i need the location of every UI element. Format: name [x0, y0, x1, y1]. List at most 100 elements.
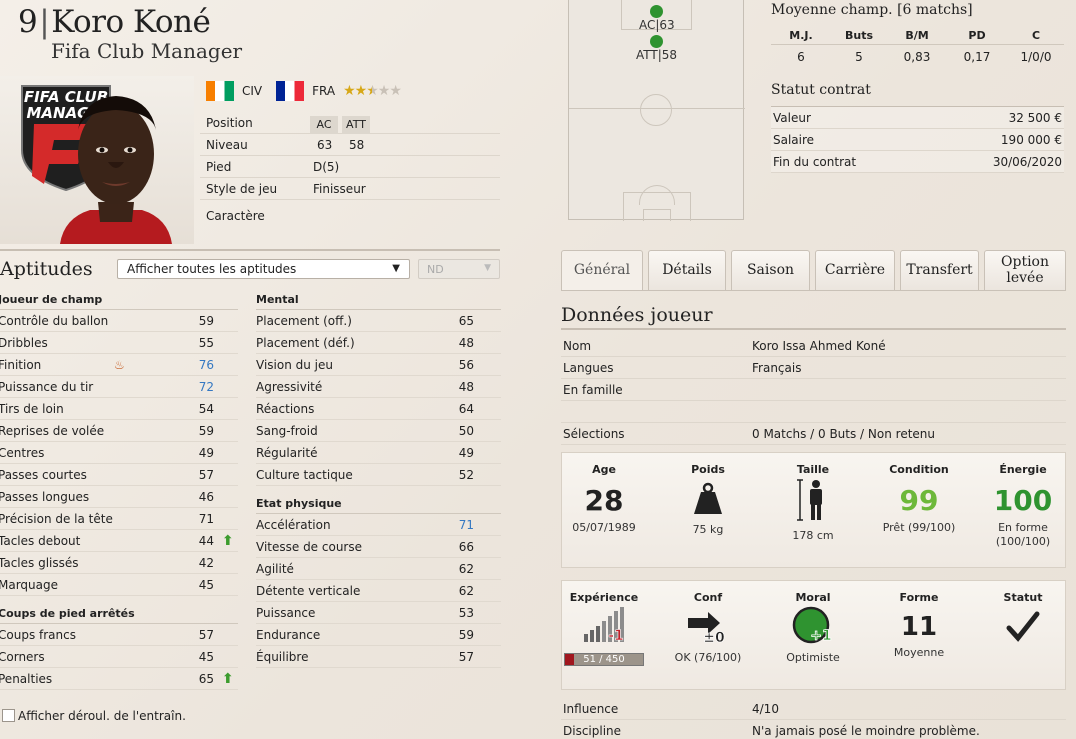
- experience-bars-icon: -1: [584, 607, 624, 644]
- aptitude-row: Passes courtes 57: [0, 464, 238, 486]
- aptitude-row: Tirs de loin 54: [0, 398, 238, 420]
- data-row: Langues Français: [561, 357, 1066, 379]
- category-mental: Mental: [256, 292, 501, 310]
- secondary-select[interactable]: ND ▼: [418, 259, 500, 279]
- aptitude-value: 76: [198, 358, 214, 372]
- svg-text:+1: +1: [810, 628, 831, 644]
- trainer-checkbox[interactable]: [2, 709, 15, 722]
- aptitude-value: 59: [198, 314, 214, 328]
- data-row: Nom Koro Issa Ahmed Koné: [561, 335, 1066, 357]
- tab-option[interactable]: Option levée: [984, 250, 1066, 290]
- position-badge[interactable]: AC: [310, 116, 338, 134]
- tab-bar: Général Détails Saison Carrière Transfer…: [561, 250, 1066, 291]
- aptitude-row: Contrôle du ballon 59: [0, 310, 238, 332]
- form-stat: Forme 11 Moyenne: [869, 581, 969, 659]
- aptitudes-filter-select[interactable]: Afficher toutes les aptitudes ▼: [117, 259, 410, 279]
- aptitude-row: Réactions 64: [256, 398, 501, 420]
- aptitude-name: Sang-froid: [256, 424, 318, 438]
- average-title: Moyenne champ. [6 matchs]: [771, 2, 973, 18]
- dropdown-arrow-icon: ▼: [392, 263, 400, 274]
- tab-underline: [561, 290, 1066, 291]
- position-dot-ac[interactable]: [650, 5, 663, 18]
- weight-stat: Poids 75 kg: [691, 463, 725, 536]
- tab-transfer[interactable]: Transfert: [900, 250, 979, 290]
- aptitude-value: 42: [198, 556, 214, 570]
- aptitude-name: Passes courtes: [0, 468, 87, 482]
- tab-general[interactable]: Général: [561, 250, 643, 291]
- aptitude-row: Précision de la tête 71: [0, 508, 238, 530]
- tab-career[interactable]: Carrière: [815, 250, 895, 290]
- aptitude-row: Équilibre 57: [256, 646, 501, 668]
- aptitude-row: Tacles glissés 42: [0, 552, 238, 574]
- aptitude-row: Marquage 45: [0, 574, 238, 596]
- aptitude-value: 62: [458, 562, 474, 576]
- contract-row: Fin du contrat 30/06/2020: [771, 151, 1064, 173]
- flag-civ-icon: [206, 81, 234, 101]
- aptitude-value: 57: [458, 650, 474, 664]
- player-face-image: [60, 96, 172, 244]
- player-data-table: Nom Koro Issa Ahmed Koné Langues Français …: [561, 335, 1066, 445]
- aptitude-value: 49: [458, 446, 474, 460]
- aptitude-name: Précision de la tête: [0, 512, 113, 526]
- aptitude-name: Accélération: [256, 518, 331, 532]
- aptitude-value: 54: [198, 402, 214, 416]
- category-field: Joueur de champ: [0, 292, 238, 310]
- aptitude-name: Reprises de volée: [0, 424, 105, 438]
- aptitude-name: Passes longues: [0, 490, 90, 504]
- level-value: 58: [349, 138, 365, 152]
- morale-circle-icon: +1: [792, 606, 832, 644]
- character-row: Caractère: [206, 209, 265, 223]
- aptitude-name: Tacles debout: [0, 534, 81, 548]
- influence-discipline-table: Influence 4/10 Discipline N'a jamais posé …: [561, 698, 1066, 739]
- data-row: Influence 4/10: [561, 698, 1066, 720]
- aptitude-name: Réactions: [256, 402, 315, 416]
- aptitude-row: Vision du jeu 56: [256, 354, 501, 376]
- data-row: Sélections 0 Matchs / 0 Buts / Non retenu: [561, 423, 1066, 445]
- position-row: Position AC ATT: [200, 112, 500, 134]
- aptitude-name: Corners: [0, 650, 45, 664]
- nationality-2: FRA: [312, 84, 336, 98]
- aptitude-row: Passes longues 46: [0, 486, 238, 508]
- aptitude-value: 48: [458, 336, 474, 350]
- aptitude-value: 50: [458, 424, 474, 438]
- progress-up-arrow-icon: ⬆: [222, 671, 234, 687]
- aptitude-name: Agilité: [256, 562, 294, 576]
- aptitude-row: Endurance 59: [256, 624, 501, 646]
- aptitude-row: Penalties 65 ⬆: [0, 668, 238, 690]
- svg-text:FIFA CLUB: FIFA CLUB: [24, 88, 108, 106]
- aptitude-name: Détente verticale: [256, 584, 361, 598]
- rating-stars: ★★★★★: [343, 83, 402, 99]
- aptitude-row: Puissance 53: [256, 602, 501, 624]
- club-name: Fifa Club Manager: [51, 39, 243, 63]
- form-value: 11: [900, 612, 938, 642]
- aptitude-name: Puissance: [256, 606, 316, 620]
- aptitude-value: 46: [198, 490, 214, 504]
- aptitude-name: Finition: [0, 358, 42, 372]
- energy-value: 100: [993, 484, 1053, 517]
- section-divider: [561, 328, 1066, 330]
- aptitude-value: 66: [458, 540, 474, 554]
- position-dot-att[interactable]: [650, 35, 663, 48]
- aptitude-name: Dribbles: [0, 336, 48, 350]
- weight-icon: [694, 482, 722, 514]
- tab-details[interactable]: Détails: [648, 250, 726, 290]
- dropdown-arrow-icon: ▼: [484, 263, 491, 273]
- tab-season[interactable]: Saison: [731, 250, 810, 290]
- experience-stat: Expérience -1 51 / 450: [554, 581, 654, 666]
- aptitude-value: 53: [458, 606, 474, 620]
- aptitude-name: Centres: [0, 446, 45, 460]
- aptitude-value: 71: [458, 518, 474, 532]
- physical-stats-box: Age 28 05/07/1989 Poids 75 kg Taille 178…: [561, 452, 1066, 568]
- aptitude-value: 64: [458, 402, 474, 416]
- aptitude-row: Placement (déf.) 48: [256, 332, 501, 354]
- trainer-checkbox-label[interactable]: Afficher déroul. de l'entraîn.: [18, 709, 186, 723]
- aptitude-row: Corners 45: [0, 646, 238, 668]
- aptitude-name: Penalties: [0, 672, 53, 686]
- player-info-table: Position AC ATT Niveau 63 58 Pied D(5) S…: [200, 112, 500, 228]
- progress-up-arrow-icon: ⬆: [222, 533, 234, 549]
- aptitude-name: Contrôle du ballon: [0, 314, 109, 328]
- aptitude-name: Coups francs: [0, 628, 76, 642]
- position-badge[interactable]: ATT: [342, 116, 370, 134]
- aptitude-row: Accélération 71: [256, 514, 501, 536]
- level-value: 63: [317, 138, 333, 152]
